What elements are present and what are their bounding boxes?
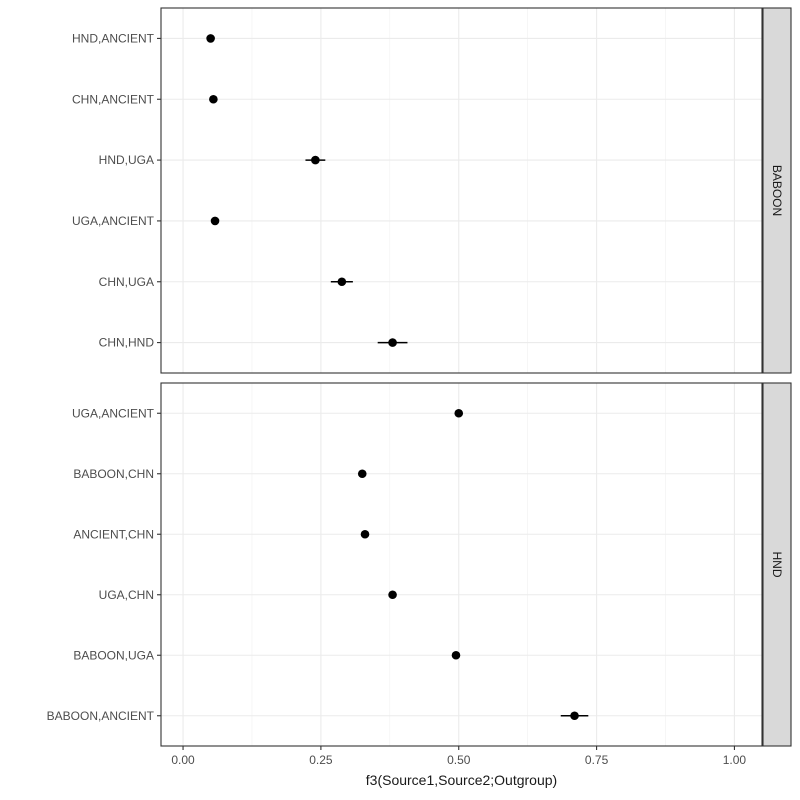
point-marker: [388, 338, 397, 347]
data-point: [206, 34, 215, 43]
data-point: [360, 529, 370, 539]
point-marker: [570, 711, 579, 721]
data-point: [377, 338, 408, 347]
point-marker: [454, 408, 464, 418]
point-marker: [451, 650, 461, 660]
data-point: [330, 277, 353, 287]
point-marker: [337, 277, 347, 287]
facet-strip: [762, 382, 792, 747]
panel-background: [161, 383, 762, 746]
facet-strip-label: HND: [770, 552, 784, 578]
y-tick-label: CHN,HND: [99, 336, 155, 350]
point-marker: [360, 529, 370, 539]
data-point: [357, 469, 367, 479]
data-point: [454, 408, 464, 418]
data-point: [451, 650, 461, 660]
panel-border: [160, 382, 763, 747]
data-point: [210, 216, 220, 226]
x-tick-label: 0.75: [585, 753, 609, 767]
x-tick-label: 0.25: [309, 753, 333, 767]
point-marker: [311, 155, 320, 165]
facet-strip: [762, 7, 792, 374]
y-tick-label: UGA,CHN: [99, 588, 154, 602]
point-marker: [206, 34, 215, 43]
point-marker: [210, 216, 220, 226]
y-tick-label: CHN,ANCIENT: [72, 92, 155, 106]
y-tick-label: HND,ANCIENT: [72, 31, 155, 45]
x-tick-label: 1.00: [723, 753, 747, 767]
point-marker: [388, 590, 397, 600]
y-tick-label: BABOON,UGA: [73, 648, 154, 662]
y-tick-label: BABOON,CHN: [73, 467, 154, 481]
y-tick-label: UGA,ANCIENT: [72, 214, 155, 228]
y-tick-label: BABOON,ANCIENT: [47, 709, 155, 723]
data-point: [209, 94, 218, 104]
panel-background: [161, 8, 762, 373]
data-point: [305, 155, 326, 165]
facet-panel-hnd: UGA,ANCIENT BABOON,CHN ANCIENT,CHN UGA,CHN B…: [47, 382, 792, 747]
point-marker: [357, 469, 367, 479]
facet-strip-label: BABOON: [770, 165, 784, 216]
x-tick-label: 0.50: [447, 753, 471, 767]
y-tick-label: ANCIENT,CHN: [73, 527, 154, 541]
panel-border: [160, 7, 763, 374]
x-tick-label: 0.00: [171, 753, 195, 767]
y-tick-label: CHN,UGA: [99, 275, 154, 289]
facet-panel-baboon: HND,ANCIENT CHN,ANCIENT HND,UGA UGA,ANCIENT…: [72, 7, 792, 374]
data-point: [560, 711, 589, 721]
point-marker: [209, 94, 218, 104]
y-tick-label: HND,UGA: [99, 153, 154, 167]
data-point: [388, 590, 397, 600]
y-tick-label: UGA,ANCIENT: [72, 406, 155, 420]
x-axis-title: f3(Source1,Source2;Outgroup): [366, 772, 557, 788]
